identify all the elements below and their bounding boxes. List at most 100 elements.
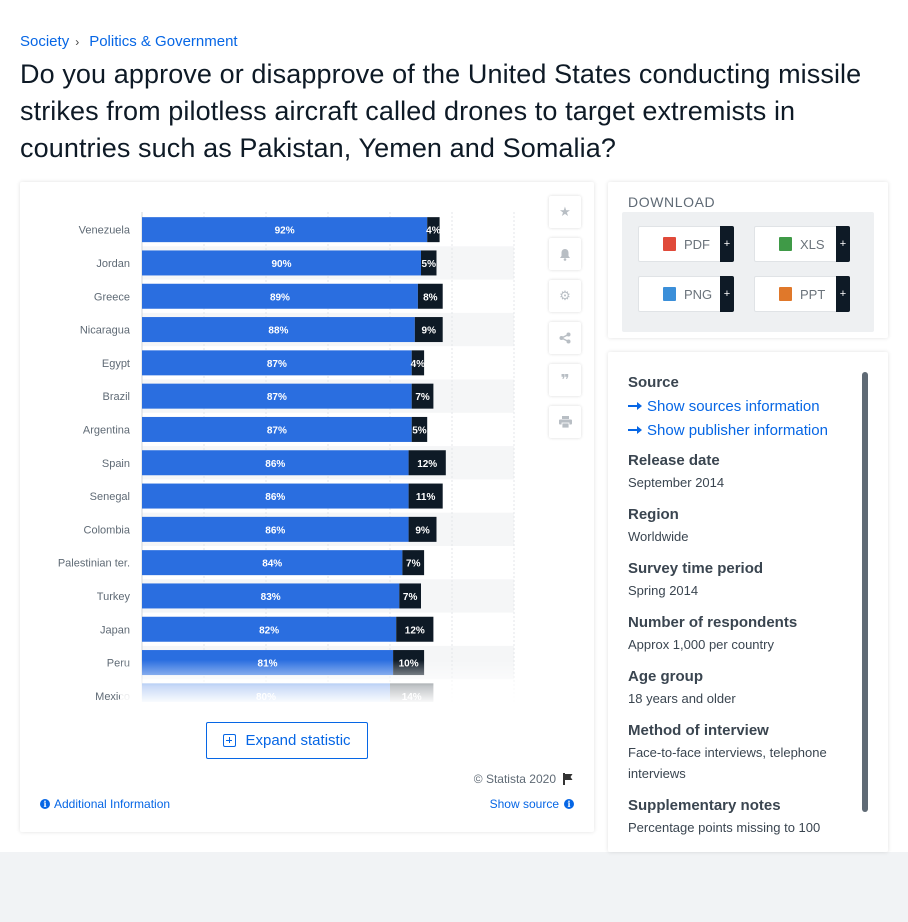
bar-approve <box>142 550 403 576</box>
bar-approve <box>142 483 409 509</box>
show-sources-link[interactable]: Show sources information <box>628 394 852 418</box>
category-label: Venezuela <box>79 225 131 237</box>
bar-approve <box>142 317 415 343</box>
data-label: 92% <box>275 226 295 237</box>
favorite-button[interactable]: ★ <box>549 196 581 228</box>
settings-button[interactable]: ⚙ <box>549 280 581 312</box>
category-label: Mexico <box>95 691 130 702</box>
data-label: 89% <box>270 292 290 303</box>
show-publisher-link[interactable]: Show publisher information <box>628 418 852 442</box>
respondents-label: Number of respondents <box>628 614 798 631</box>
download-card: DOWNLOAD PDF + XLS + PNG + PPT + <box>608 182 888 338</box>
bar-approve <box>142 416 412 442</box>
data-label: 5% <box>422 259 437 270</box>
arrow-right-icon <box>628 425 642 435</box>
data-label: 87% <box>267 359 287 370</box>
bar-approve <box>142 217 428 243</box>
download-ppt-button[interactable]: PPT + <box>754 276 850 312</box>
expand-statistic-button[interactable]: Expand statistic <box>206 722 368 759</box>
additional-information-label: Additional Information <box>54 797 171 811</box>
show-source-label: Show source <box>489 797 559 811</box>
bar-disapprove <box>399 583 421 609</box>
region-label: Region <box>628 506 679 523</box>
download-xls-button[interactable]: XLS + <box>754 226 850 262</box>
plus-square-icon <box>223 734 237 747</box>
show-publisher-label: Show publisher information <box>647 421 828 439</box>
data-label: 7% <box>403 592 418 603</box>
region-value: Worldwide <box>628 529 689 544</box>
data-label: 7% <box>406 559 421 570</box>
survey-period-label: Survey time period <box>628 560 764 577</box>
data-label: 90% <box>271 259 291 270</box>
download-options: PDF + XLS + PNG + PPT + <box>622 212 874 332</box>
bar-disapprove <box>417 283 443 309</box>
info-content: Source Show sources information Show pub… <box>628 374 852 851</box>
category-label: Argentina <box>83 424 131 436</box>
bar-approve <box>142 616 397 642</box>
pdf-file-icon <box>663 237 676 251</box>
bar-disapprove <box>411 416 428 442</box>
statistic-info-card: Source Show sources information Show pub… <box>608 352 888 852</box>
bar-disapprove <box>414 317 443 343</box>
data-label: 87% <box>267 392 287 403</box>
bar-approve <box>142 583 400 609</box>
supplementary-notes-value: Percentage points missing to 100 <box>628 820 821 835</box>
download-png-button[interactable]: PNG + <box>638 276 734 312</box>
download-xls-label: XLS <box>800 236 825 252</box>
show-source-link[interactable]: Show source i <box>490 797 574 811</box>
print-button[interactable] <box>549 406 581 438</box>
plus-icon: + <box>836 226 850 262</box>
bell-icon <box>560 248 570 261</box>
plus-icon: + <box>720 226 734 262</box>
bar-approve <box>142 516 409 542</box>
bar-disapprove <box>408 450 446 476</box>
category-label: Nicaragua <box>80 325 131 337</box>
info-scrollbar-thumb[interactable] <box>862 372 868 812</box>
flag-icon[interactable] <box>562 773 574 785</box>
expand-statistic-label: Expand statistic <box>245 732 351 749</box>
copyright-text: © Statista 2020 <box>473 772 556 786</box>
data-label: 12% <box>405 625 425 636</box>
category-label: Jordan <box>96 258 130 270</box>
share-button[interactable] <box>549 322 581 354</box>
interview-method-label: Method of interview <box>628 722 769 739</box>
bar-disapprove <box>396 616 434 642</box>
chart-toolbar: ★ ⚙ ❞ <box>549 196 581 448</box>
plus-icon: + <box>836 276 850 312</box>
bar-approve <box>142 250 421 276</box>
data-label: 9% <box>422 326 437 337</box>
source-label: Source <box>628 374 679 391</box>
data-label: 5% <box>412 425 427 436</box>
page-title: Do you approve or disapprove of the Unit… <box>20 59 862 163</box>
info-icon: i <box>40 799 50 809</box>
data-label: 86% <box>265 492 285 503</box>
data-label: 84% <box>262 559 282 570</box>
category-label: Colombia <box>84 524 131 536</box>
bar-disapprove <box>402 550 425 576</box>
data-label: 11% <box>416 492 436 503</box>
notification-button[interactable] <box>549 238 581 270</box>
cite-button[interactable]: ❞ <box>549 364 581 396</box>
data-label: 8% <box>423 292 438 303</box>
bar-approve <box>142 350 412 376</box>
download-pdf-button[interactable]: PDF + <box>638 226 734 262</box>
data-label: 4% <box>426 226 441 237</box>
release-date-value: September 2014 <box>628 475 725 490</box>
bar-approve <box>142 283 418 309</box>
category-label: Spain <box>102 458 130 470</box>
star-icon: ★ <box>559 204 571 219</box>
respondents-value: Approx 1,000 per country <box>628 637 774 652</box>
breadcrumb-separator: › <box>75 34 80 49</box>
category-label: Brazil <box>102 391 130 403</box>
breadcrumb-item-politics[interactable]: Politics & Government <box>89 33 238 50</box>
arrow-right-icon <box>628 401 642 411</box>
breadcrumb-item-society[interactable]: Society <box>20 33 70 50</box>
category-label: Palestinian ter. <box>58 558 130 570</box>
interview-method-value: Face-to-face interviews, telephone inter… <box>628 745 827 781</box>
print-icon <box>558 416 572 428</box>
info-scrollbar[interactable] <box>862 372 868 812</box>
bar-approve <box>142 450 409 476</box>
additional-information-link[interactable]: i Additional Information <box>40 797 170 811</box>
category-label: Egypt <box>102 358 130 370</box>
bar-disapprove <box>408 483 443 509</box>
